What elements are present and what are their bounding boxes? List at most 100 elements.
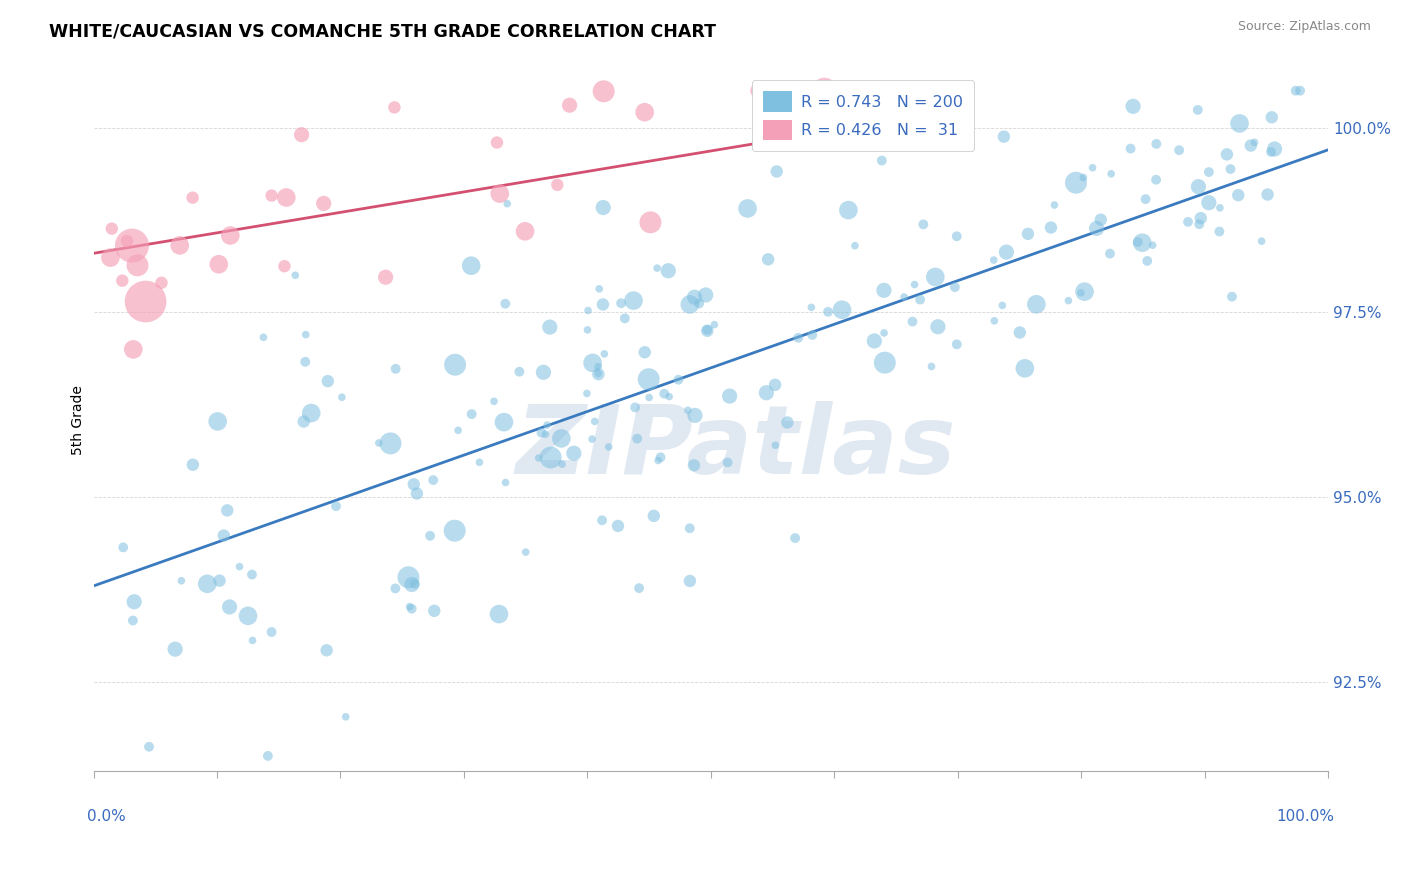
Point bbox=[624, 401, 647, 415]
Point bbox=[575, 386, 598, 401]
Point bbox=[1189, 211, 1212, 226]
Point bbox=[696, 324, 718, 338]
Point bbox=[613, 311, 636, 326]
Point bbox=[668, 373, 690, 387]
Point bbox=[513, 224, 536, 238]
Point bbox=[776, 416, 799, 430]
Point bbox=[419, 529, 441, 543]
Point bbox=[628, 581, 651, 595]
Point bbox=[534, 427, 557, 442]
Point bbox=[291, 128, 314, 142]
Point bbox=[901, 315, 924, 329]
Point bbox=[1209, 201, 1232, 215]
Point bbox=[228, 559, 250, 574]
Point bbox=[647, 453, 669, 467]
Point bbox=[983, 253, 1005, 268]
Point bbox=[1216, 147, 1239, 161]
Point bbox=[752, 107, 775, 121]
Point bbox=[219, 228, 242, 243]
Point bbox=[562, 446, 585, 460]
Point bbox=[1098, 246, 1121, 260]
Point bbox=[676, 403, 699, 417]
Point bbox=[122, 614, 145, 628]
Point bbox=[402, 477, 425, 491]
Point bbox=[496, 196, 519, 211]
Point bbox=[444, 358, 467, 372]
Point bbox=[260, 188, 283, 202]
Point bbox=[515, 545, 537, 559]
Point bbox=[558, 98, 581, 112]
Point bbox=[468, 455, 491, 469]
Point bbox=[924, 269, 946, 284]
Point bbox=[1289, 84, 1312, 98]
Point bbox=[679, 521, 702, 535]
Point bbox=[312, 196, 335, 211]
Point bbox=[482, 394, 505, 409]
Point bbox=[785, 531, 807, 545]
Point bbox=[637, 372, 659, 386]
Point bbox=[169, 238, 191, 252]
Point bbox=[115, 234, 138, 248]
Point bbox=[460, 407, 482, 421]
Point bbox=[588, 282, 610, 296]
Point bbox=[135, 294, 157, 309]
Point bbox=[299, 406, 322, 420]
Point bbox=[588, 367, 610, 381]
Point bbox=[533, 365, 555, 379]
Point bbox=[718, 389, 741, 403]
Point bbox=[683, 458, 706, 473]
Point bbox=[488, 607, 510, 621]
Point bbox=[530, 425, 553, 440]
Point bbox=[330, 390, 353, 404]
Point bbox=[623, 293, 645, 308]
Point bbox=[273, 259, 295, 273]
Point bbox=[398, 599, 420, 614]
Point bbox=[586, 359, 609, 374]
Point bbox=[242, 633, 264, 648]
Point bbox=[755, 385, 778, 400]
Point bbox=[257, 748, 280, 763]
Point bbox=[384, 100, 406, 114]
Point bbox=[592, 297, 614, 311]
Point bbox=[920, 359, 942, 374]
Point bbox=[908, 293, 931, 307]
Point bbox=[384, 582, 406, 596]
Point bbox=[1070, 285, 1092, 300]
Point bbox=[592, 84, 614, 98]
Point bbox=[1008, 326, 1031, 340]
Point bbox=[813, 84, 835, 98]
Point bbox=[645, 261, 668, 276]
Point bbox=[991, 298, 1014, 312]
Point bbox=[912, 218, 935, 232]
Point bbox=[165, 642, 187, 657]
Point bbox=[236, 608, 259, 623]
Point bbox=[217, 503, 239, 517]
Point bbox=[208, 257, 231, 271]
Point bbox=[576, 323, 599, 337]
Point bbox=[100, 251, 122, 265]
Point bbox=[1025, 297, 1047, 311]
Point bbox=[1243, 136, 1265, 150]
Point bbox=[657, 264, 679, 278]
Point bbox=[1085, 221, 1108, 235]
Point bbox=[401, 601, 423, 615]
Point bbox=[927, 319, 949, 334]
Point bbox=[1264, 142, 1286, 156]
Point bbox=[284, 268, 307, 283]
Point bbox=[765, 164, 787, 178]
Point bbox=[1130, 235, 1153, 250]
Point bbox=[658, 390, 681, 404]
Point bbox=[488, 186, 510, 201]
Point bbox=[610, 296, 633, 310]
Point bbox=[367, 436, 389, 450]
Point bbox=[127, 258, 149, 272]
Point bbox=[121, 238, 143, 252]
Point bbox=[598, 440, 620, 454]
Point bbox=[873, 283, 896, 297]
Point bbox=[870, 153, 893, 168]
Point bbox=[1220, 290, 1243, 304]
Point bbox=[316, 374, 339, 388]
Y-axis label: 5th Grade: 5th Grade bbox=[72, 384, 86, 455]
Point bbox=[374, 270, 396, 285]
Point bbox=[495, 475, 517, 490]
